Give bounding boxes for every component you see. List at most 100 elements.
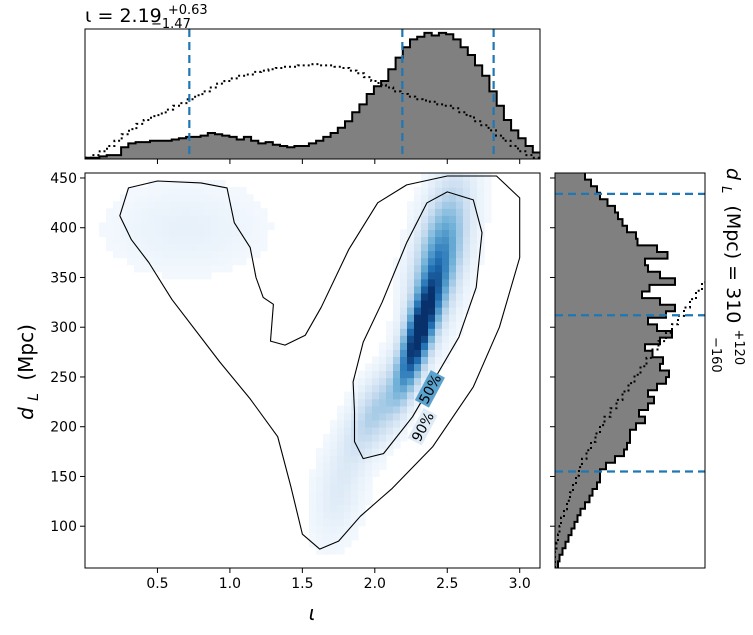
heatmap-cell xyxy=(218,243,226,252)
heatmap-cell xyxy=(358,476,366,484)
heatmap-cell xyxy=(428,236,436,245)
heatmap-cell xyxy=(148,243,156,252)
heatmap-cell xyxy=(176,215,184,223)
heatmap-cell xyxy=(323,546,331,555)
heatmap-cell xyxy=(477,173,485,181)
right-hist-bar xyxy=(555,298,660,306)
heatmap-cell xyxy=(484,194,492,202)
y-tick-label: 100 xyxy=(50,519,77,535)
heatmap-cell xyxy=(239,250,247,259)
right-hist-bar xyxy=(555,258,645,266)
right-hist-bar xyxy=(555,199,608,207)
heatmap-cell xyxy=(379,441,387,449)
heatmap-cell xyxy=(344,448,352,456)
heatmap-cell xyxy=(155,180,163,188)
heatmap-cell xyxy=(344,398,352,407)
heatmap-cell xyxy=(435,335,443,343)
top-posterior-histogram xyxy=(85,32,540,159)
heatmap-cell xyxy=(407,264,415,273)
heatmap-cell xyxy=(456,285,464,294)
y-label-unit: (Mpc) xyxy=(14,324,38,381)
heatmap-cell xyxy=(372,377,380,386)
heatmap-cell xyxy=(155,194,163,202)
heatmap-cell xyxy=(456,264,464,273)
top-hist-bar xyxy=(128,143,136,159)
heatmap-cell xyxy=(365,370,373,379)
heatmap-cell xyxy=(463,299,471,308)
heatmap-cell xyxy=(428,342,436,350)
heatmap-cell xyxy=(435,173,443,181)
heatmap-cell xyxy=(386,419,394,428)
heatmap-cell xyxy=(386,321,394,329)
heatmap-cell xyxy=(449,173,457,181)
heatmap-cell xyxy=(435,271,443,280)
heatmap-cell xyxy=(428,335,436,343)
heatmap-cell xyxy=(379,370,387,379)
heatmap-cell xyxy=(309,518,317,527)
heatmap-cell xyxy=(470,208,478,216)
heatmap-cell xyxy=(218,236,226,245)
heatmap-cell xyxy=(428,321,436,329)
heatmap-cell xyxy=(379,398,387,407)
heatmap-cell xyxy=(120,215,128,223)
heatmap-cell xyxy=(407,412,415,421)
heatmap-cell xyxy=(162,271,170,280)
heatmap-cell xyxy=(449,278,457,287)
heatmap-cell xyxy=(232,257,240,266)
heatmap-cell xyxy=(365,476,373,484)
heatmap-cell xyxy=(386,412,394,421)
heatmap-cell xyxy=(456,299,464,308)
heatmap-cell xyxy=(449,194,457,202)
heatmap-cell xyxy=(316,462,324,470)
heatmap-cell xyxy=(386,328,394,336)
right-hist-bar xyxy=(555,449,624,457)
heatmap-cell xyxy=(435,194,443,202)
heatmap-cell xyxy=(218,187,226,195)
heatmap-cell xyxy=(344,412,352,421)
heatmap-cell xyxy=(463,208,471,216)
heatmap-cell xyxy=(127,250,135,259)
heatmap-cell xyxy=(484,180,492,188)
heatmap-cell xyxy=(435,278,443,287)
heatmap-cell xyxy=(169,180,177,188)
heatmap-cell xyxy=(309,490,317,499)
heatmap-cell xyxy=(442,278,450,287)
heatmap-cell xyxy=(351,497,359,506)
heatmap-cell xyxy=(253,243,261,252)
heatmap-cell xyxy=(246,194,254,202)
heatmap-cell xyxy=(218,264,226,273)
heatmap-cell xyxy=(393,285,401,294)
heatmap-cell xyxy=(442,208,450,216)
heatmap-cell xyxy=(176,257,184,266)
heatmap-cell xyxy=(239,215,247,223)
heatmap-cell xyxy=(169,187,177,195)
heatmap-cell xyxy=(470,278,478,287)
heatmap-cell xyxy=(148,257,156,266)
heatmap-cell xyxy=(456,180,464,188)
heatmap-cell xyxy=(148,222,156,231)
heatmap-cell xyxy=(379,356,387,365)
heatmap-cell xyxy=(442,321,450,329)
heatmap-cell xyxy=(365,419,373,428)
top-hist-bar xyxy=(402,47,411,159)
heatmap-cell xyxy=(379,455,387,463)
heatmap-cell xyxy=(358,448,366,456)
heatmap-cell xyxy=(428,187,436,195)
heatmap-cell xyxy=(463,236,471,245)
heatmap-cell xyxy=(407,285,415,294)
contour-90pct xyxy=(119,175,521,550)
heatmap-cell xyxy=(463,271,471,280)
heatmap-cell xyxy=(421,342,429,350)
heatmap-cell xyxy=(148,250,156,259)
heatmap-cell xyxy=(337,497,345,506)
heatmap-cell xyxy=(414,321,422,329)
heatmap-cell xyxy=(253,229,261,238)
right-hist-bar xyxy=(555,561,558,568)
heatmap-cell xyxy=(218,180,226,188)
heatmap-cell xyxy=(407,384,415,393)
heatmap-cell xyxy=(141,264,149,273)
heatmap-cell xyxy=(400,419,408,428)
heatmap-cell xyxy=(442,257,450,266)
heatmap-cell xyxy=(239,222,247,231)
heatmap-cell xyxy=(428,356,436,365)
